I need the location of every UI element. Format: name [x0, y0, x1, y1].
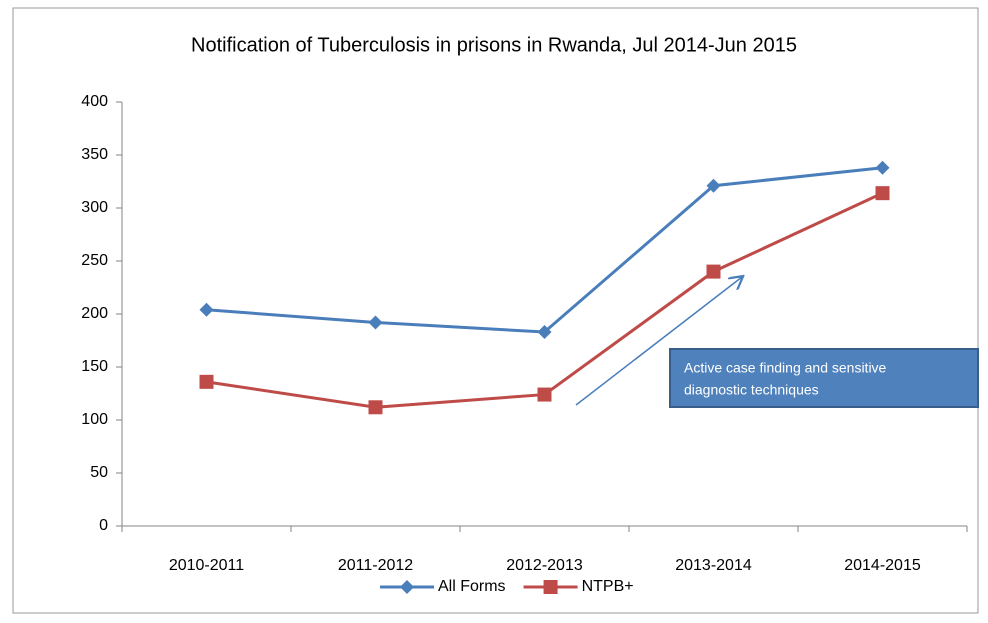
x-tick-label: 2011-2012 [338, 557, 413, 574]
data-point [199, 374, 214, 389]
legend-marker [400, 580, 414, 594]
data-point [875, 160, 890, 175]
annotation-arrow [575, 277, 742, 406]
data-point [875, 186, 890, 201]
chart-frame [12, 7, 979, 614]
x-tick-label: 2012-2013 [506, 557, 583, 574]
annotation-box [669, 348, 979, 408]
annotation-text: diagnostic techniques [684, 382, 819, 398]
y-tick-label: 250 [81, 252, 108, 269]
legend-marker [543, 580, 558, 594]
y-tick-label: 50 [90, 464, 108, 481]
y-tick-label: 100 [81, 411, 108, 428]
y-tick-label: 0 [99, 517, 108, 534]
data-point [537, 325, 552, 340]
y-tick-label: 200 [81, 305, 108, 322]
legend-label: All Forms [438, 578, 506, 595]
chart-title: Notification of Tuberculosis in prisons … [191, 34, 797, 56]
y-tick-label: 300 [81, 199, 108, 216]
data-point [368, 315, 383, 330]
y-tick-label: 150 [81, 358, 108, 375]
y-tick-label: 350 [81, 146, 108, 163]
x-tick-label: 2013-2014 [675, 557, 752, 574]
x-tick-label: 2010-2011 [169, 557, 244, 574]
data-point [199, 302, 214, 317]
annotation-text: Active case finding and sensitive [684, 360, 887, 376]
data-point [706, 178, 721, 193]
data-point [537, 387, 552, 402]
data-point [706, 264, 721, 279]
y-tick-label: 400 [81, 93, 108, 110]
data-point [368, 400, 383, 415]
x-tick-label: 2014-2015 [844, 557, 921, 574]
legend-label: NTPB+ [582, 578, 634, 595]
